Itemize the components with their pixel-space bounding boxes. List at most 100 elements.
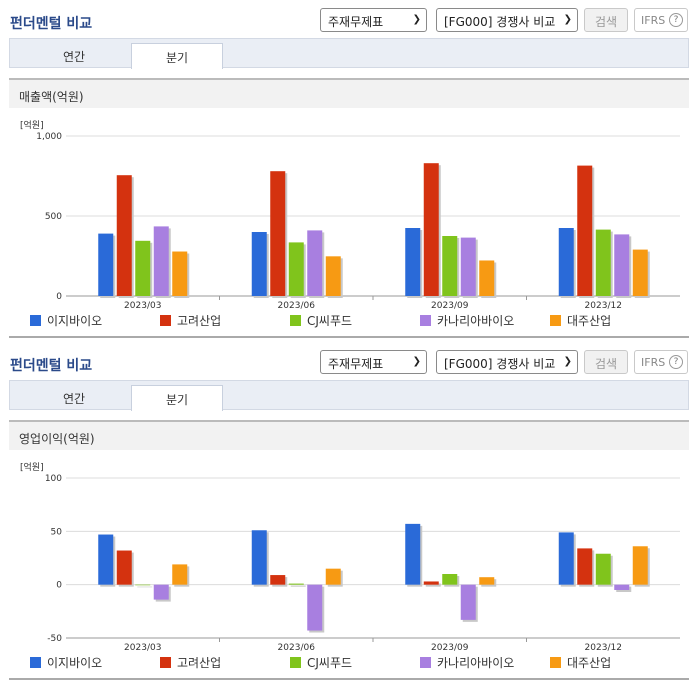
chevron-down-icon: ❯ <box>563 14 572 25</box>
bar <box>632 546 648 585</box>
statement-select[interactable]: 주재무제표 ❯ <box>320 8 427 32</box>
legend-item[interactable]: 고려산업 <box>160 312 221 329</box>
bar <box>595 229 611 296</box>
legend-item[interactable]: CJ씨푸드 <box>290 312 352 329</box>
comparison-select-value: [FG000] 경쟁사 비교 <box>444 357 556 371</box>
bar <box>460 237 476 296</box>
comparison-select-value: [FG000] 경쟁사 비교 <box>444 15 556 29</box>
bar <box>405 228 421 296</box>
legend-item[interactable]: 카나리아바이오 <box>420 654 514 671</box>
y-tick-label: -50 <box>47 634 62 644</box>
comparison-select[interactable]: [FG000] 경쟁사 비교 ❯ <box>436 350 578 374</box>
bar <box>251 530 267 585</box>
x-tick-label: 2023/09 <box>431 643 469 653</box>
bar <box>558 228 574 296</box>
bar <box>116 175 132 296</box>
y-tick-label: 0 <box>56 292 62 302</box>
legend-swatch <box>30 657 41 668</box>
tab-annual[interactable]: 연간 <box>62 50 86 64</box>
x-tick-label: 2023/03 <box>124 643 161 653</box>
legend-item[interactable]: 카나리아바이오 <box>420 312 514 329</box>
bar-shadow <box>425 583 441 587</box>
bar <box>442 574 458 585</box>
legend-label: 대주산업 <box>567 314 612 328</box>
bar <box>116 550 132 585</box>
bar <box>172 251 188 296</box>
bar <box>153 226 169 296</box>
legend-swatch <box>290 657 301 668</box>
legend-item[interactable]: 이지바이오 <box>30 312 102 329</box>
statement-select-value: 주재무제표 <box>328 15 384 29</box>
legend-item[interactable]: 고려산업 <box>160 654 221 671</box>
bar <box>288 242 304 296</box>
bar <box>460 584 476 620</box>
legend-label: 고려산업 <box>177 314 222 328</box>
bar <box>558 532 574 585</box>
bar <box>442 236 458 296</box>
bar <box>325 568 341 585</box>
ifrs-button[interactable]: IFRS ? <box>634 8 688 32</box>
statement-select-value: 주재무제표 <box>328 357 384 371</box>
legend-item[interactable]: CJ씨푸드 <box>290 654 352 671</box>
x-tick-label: 2023/06 <box>278 301 316 311</box>
bar <box>98 534 114 585</box>
divider <box>9 678 689 680</box>
legend-swatch <box>160 315 171 326</box>
search-button[interactable]: 검색 <box>584 8 628 32</box>
bar <box>270 171 286 296</box>
period-tabs: 연간 분기 <box>9 380 689 411</box>
bar <box>479 577 495 585</box>
y-tick-label: 50 <box>51 527 63 537</box>
search-button[interactable]: 검색 <box>584 350 628 374</box>
bar <box>423 163 439 296</box>
bar <box>405 523 421 585</box>
legend-swatch <box>30 315 41 326</box>
tab-quarterly[interactable]: 분기 <box>131 43 223 69</box>
tab-quarterly[interactable]: 분기 <box>131 385 223 411</box>
bar-shadow <box>137 586 153 588</box>
legend-item[interactable]: 대주산업 <box>550 654 611 671</box>
y-tick-label: 0 <box>56 581 62 591</box>
y-tick-label: 500 <box>45 212 62 222</box>
legend-swatch <box>160 657 171 668</box>
divider <box>9 336 689 338</box>
chart-legend: 이지바이오 고려산업 CJ씨푸드 카나리아바이오 대주산업 <box>30 654 690 670</box>
legend-swatch <box>550 315 561 326</box>
bar <box>577 165 593 296</box>
bar <box>172 564 188 585</box>
chevron-down-icon: ❯ <box>563 356 572 367</box>
ifrs-button[interactable]: IFRS ? <box>634 350 688 374</box>
bar <box>135 240 151 296</box>
unit-label: [억원] <box>20 463 44 473</box>
bar <box>479 260 495 296</box>
chart-legend: 이지바이오 고려산업 CJ씨푸드 카나리아바이오 대주산업 <box>30 312 690 328</box>
bar <box>307 584 323 631</box>
ifrs-label: IFRS <box>641 14 666 27</box>
legend-item[interactable]: 대주산업 <box>550 312 611 329</box>
panel-title: 펀더멘털 비교 <box>10 16 93 32</box>
legend-label: CJ씨푸드 <box>307 656 353 670</box>
y-tick-label: 100 <box>45 474 62 484</box>
legend-label: 이지바이오 <box>47 314 103 328</box>
legend-item[interactable]: 이지바이오 <box>30 654 102 671</box>
panel-title: 펀더멘털 비교 <box>10 358 93 374</box>
panel-header: 펀더멘털 비교 주재무제표 ❯ [FG000] 경쟁사 비교 ❯ 검색 IFRS… <box>0 0 696 38</box>
bar <box>307 230 323 296</box>
tab-annual[interactable]: 연간 <box>62 392 86 406</box>
legend-label: 대주산업 <box>567 656 612 670</box>
statement-select[interactable]: 주재무제표 ❯ <box>320 350 427 374</box>
section-title: 영업이익(억원) <box>9 420 689 450</box>
bar-shadow <box>290 585 306 587</box>
unit-label: [억원] <box>20 121 44 131</box>
revenue-panel: 펀더멘털 비교 주재무제표 ❯ [FG000] 경쟁사 비교 ❯ 검색 IFRS… <box>0 0 696 338</box>
legend-swatch <box>420 315 431 326</box>
bar <box>98 233 114 296</box>
bar <box>614 234 630 296</box>
legend-swatch <box>550 657 561 668</box>
bar <box>577 548 593 585</box>
bar <box>270 575 286 585</box>
comparison-select[interactable]: [FG000] 경쟁사 비교 ❯ <box>436 8 578 32</box>
bar <box>423 581 439 585</box>
bar <box>288 583 304 585</box>
ifrs-label: IFRS <box>641 356 666 369</box>
